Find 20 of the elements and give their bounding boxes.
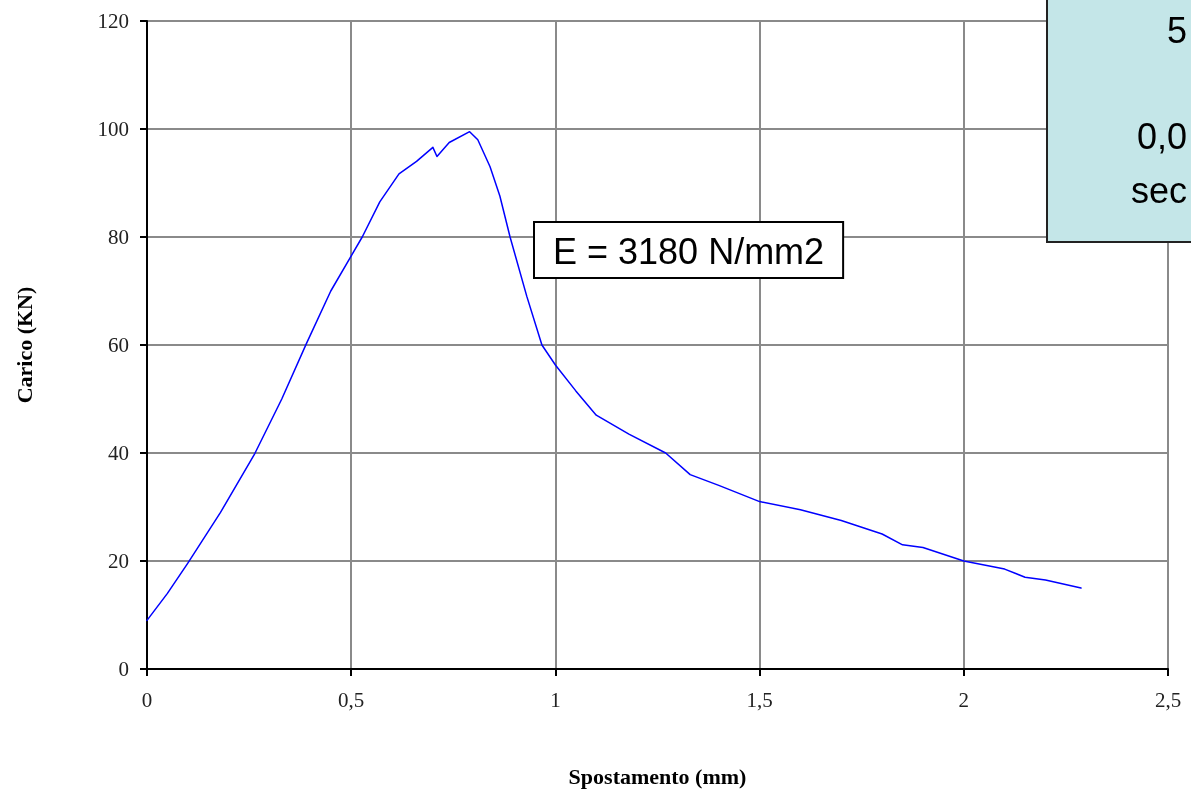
x-tick-label: 0 bbox=[141, 687, 153, 712]
annotation: sec bbox=[1130, 169, 1188, 211]
x-tick-label: 2,5 bbox=[1154, 687, 1182, 712]
y-tick-label: 100 bbox=[97, 117, 129, 141]
x-tick-label: 1 bbox=[550, 687, 561, 712]
y-tick-label: 20 bbox=[108, 549, 129, 573]
y-tick-label: 0 bbox=[118, 657, 129, 681]
line-series bbox=[146, 130, 1082, 622]
annotation: E = 3180 N/mm2 bbox=[553, 230, 825, 272]
y-axis-title: Carico (KN) bbox=[11, 286, 37, 404]
annotation: 0,0 bbox=[1136, 115, 1187, 157]
y-tick-label: 40 bbox=[108, 441, 129, 465]
x-tick-label: 1,5 bbox=[746, 687, 773, 712]
x-tick-label: 2 bbox=[958, 687, 970, 712]
y-tick-label: 80 bbox=[108, 225, 129, 249]
annotation: 5 bbox=[1166, 9, 1188, 51]
x-axis-title: Spostamento (mm) bbox=[568, 763, 747, 789]
y-tick-label: 60 bbox=[108, 333, 129, 357]
y-tick-label: 120 bbox=[97, 9, 129, 33]
x-tick-label: 0,5 bbox=[338, 687, 365, 712]
